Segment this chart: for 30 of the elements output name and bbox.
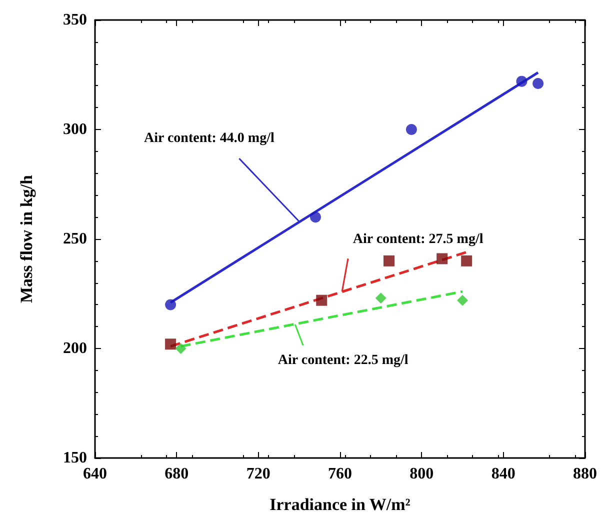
y-tick-label: 150 — [63, 450, 87, 466]
point — [436, 253, 448, 264]
point — [457, 294, 468, 306]
y-tick-label: 300 — [63, 121, 87, 138]
x-tick-label: 760 — [328, 466, 352, 482]
y-tick-label: 200 — [63, 340, 87, 357]
annotation: Air content: 44.0 mg/l — [144, 130, 274, 146]
x-tick-label: 880 — [573, 466, 597, 482]
point — [384, 255, 394, 266]
point — [461, 255, 472, 266]
point — [175, 343, 186, 354]
x-tick-label: 680 — [164, 466, 189, 482]
point — [310, 212, 321, 223]
point — [516, 76, 528, 87]
point — [165, 299, 176, 310]
x-tick-label: 840 — [491, 466, 516, 482]
point — [375, 292, 386, 304]
point — [532, 78, 544, 90]
x-tick-label: 720 — [246, 466, 270, 482]
point — [316, 294, 328, 306]
point — [406, 124, 417, 135]
annotation: Air content: 27.5 mg/l — [352, 232, 484, 248]
x-axis-title: Irradiance in W/m² — [270, 495, 410, 514]
y-tick-label: 250 — [63, 230, 87, 248]
x-tick-label: 640 — [83, 466, 107, 482]
y-tick-label: 350 — [63, 12, 87, 28]
point — [165, 338, 176, 350]
annotation: Air content: 22.5 mg/l — [278, 352, 408, 368]
y-axis-title: Mass flow in kg/h — [17, 174, 36, 303]
x-tick-label: 800 — [410, 466, 434, 482]
